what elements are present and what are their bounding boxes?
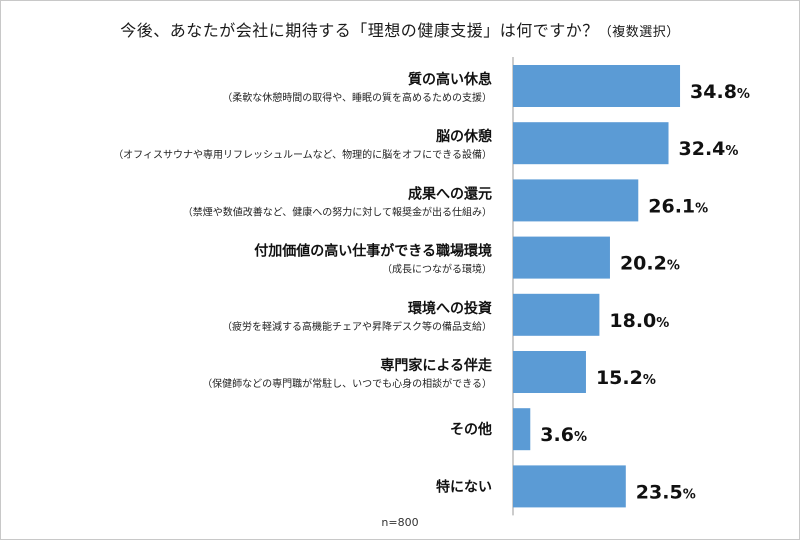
value-label-3: 26.1% (648, 195, 708, 217)
category-label-1: 質の高い休息 (408, 71, 492, 88)
bar-5 (513, 293, 600, 336)
value-label-1: 34.8% (690, 81, 750, 103)
bar-4 (513, 236, 610, 279)
bar-2 (513, 122, 669, 165)
category-sublabel-6: （保健師などの専門職が常駐し、いつでも心身の相談ができる） (202, 377, 492, 390)
category-label-2: 脳の休憩 (436, 128, 492, 145)
category-sublabel-4: （成長につながる環境） (382, 263, 492, 276)
bar-6 (513, 351, 586, 393)
value-label-5: 18.0% (609, 310, 669, 332)
category-sublabel-5: （疲労を軽減する高機能チェアや昇降デスク等の備品支給） (222, 320, 492, 333)
category-sublabel-3: （禁煙や数値改善など、健康への努力に対して報奨金が出る仕組み） (183, 205, 492, 218)
value-label-7: 3.6% (540, 424, 587, 446)
category-label-7: その他 (450, 421, 492, 438)
sample-size-note: n=800 (381, 516, 419, 529)
chart-title-suffix: （複数選択） (598, 25, 680, 40)
chart-title: 今後、あなたが会社に期待する「理想の健康支援」は何ですか？（複数選択） (0, 17, 800, 41)
value-label-6: 15.2% (596, 367, 656, 389)
category-sublabel-2: （オフィスサウナや専用リフレッシュルームなど、物理的に脳をオフにできる設備） (113, 148, 492, 161)
value-label-8: 23.5% (636, 481, 696, 503)
category-label-8: 特にない (436, 478, 492, 495)
bar-7 (513, 408, 531, 451)
category-label-6: 専門家による伴走 (380, 357, 493, 374)
bar-8 (513, 465, 626, 508)
bar-3 (513, 179, 639, 222)
value-label-2: 32.4% (679, 138, 739, 160)
chart-title-main: 今後、あなたが会社に期待する「理想の健康支援」は何ですか？ (120, 21, 599, 40)
category-label-5: 環境への投資 (408, 300, 492, 317)
bar-1 (513, 65, 681, 107)
category-label-3: 成果への還元 (408, 185, 492, 202)
category-sublabel-1: （柔軟な休憩時間の取得や、睡眠の質を高めるための支援） (222, 91, 492, 104)
category-label-4: 付加価値の高い仕事ができる職場環境 (254, 243, 492, 260)
value-label-4: 20.2% (620, 253, 680, 275)
